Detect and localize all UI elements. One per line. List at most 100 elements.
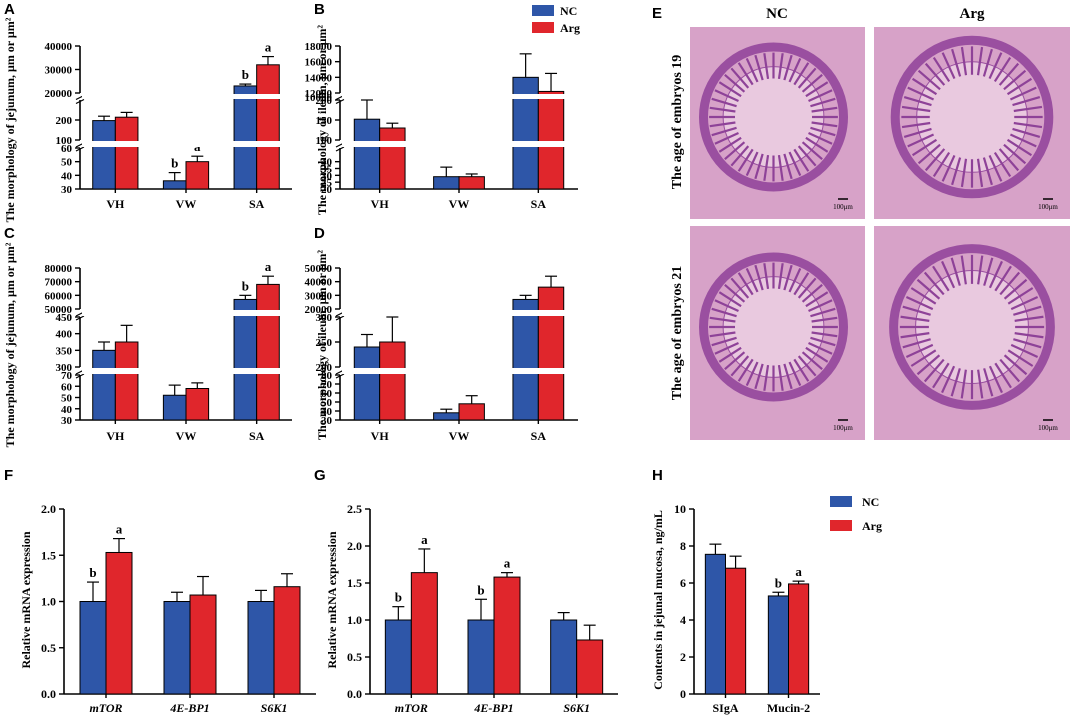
chart-a-axis-break — [75, 98, 85, 105]
chart-g-bar-nc — [550, 619, 578, 695]
chart-h-sig-letter: a — [795, 564, 802, 579]
villus — [900, 332, 930, 339]
villus — [793, 272, 810, 296]
chart-f-sig-letter: a — [116, 522, 123, 537]
chart-b-panel-label: B — [314, 1, 325, 18]
chart-g-xtick-label: S6K1 — [563, 701, 590, 715]
chart-a-axis-gap — [82, 141, 294, 147]
villus — [793, 62, 810, 86]
chart-d-ytick-label: 40 — [321, 406, 333, 418]
chart-h-ylabel: Contents in jejunal mucosa, ng/mL — [651, 510, 665, 690]
villus — [754, 54, 764, 81]
chart-d-ytick-label: 30 — [321, 415, 333, 427]
chart-h-ytick-label: 10 — [674, 502, 686, 516]
villus — [911, 77, 938, 96]
chart-d-ytick-label: 250 — [316, 337, 333, 349]
villus — [905, 343, 934, 358]
villus — [941, 154, 956, 182]
villus — [711, 97, 737, 108]
chart-f-xtick-label: S6K1 — [261, 701, 288, 715]
villus — [709, 316, 736, 323]
villus — [730, 277, 750, 299]
villus — [797, 355, 817, 377]
villus — [905, 296, 934, 311]
villus — [808, 89, 833, 103]
chart-c-bar-nc — [92, 349, 116, 421]
chart-b-ytick-label: 14000 — [305, 72, 333, 84]
villus — [724, 73, 746, 93]
chart-c-ytick-label: 80000 — [45, 263, 73, 275]
villus — [998, 62, 1020, 86]
villus — [951, 157, 962, 186]
villus — [924, 62, 946, 86]
chart-f-bar-nc — [247, 601, 275, 695]
chart-d-ytick-label: 30000 — [305, 290, 333, 302]
micrograph-tile-2: 100μm — [874, 27, 1070, 219]
villus — [811, 316, 838, 323]
chart-a-bar-nc — [92, 120, 116, 190]
chart-f-bar-nc — [79, 601, 107, 695]
villus — [805, 136, 829, 153]
chart-g-sig-letter: a — [421, 532, 428, 547]
chart-f-ytick-label: 1.0 — [41, 595, 56, 609]
chart-c-axis-gap — [82, 368, 294, 374]
intestine-wall — [699, 42, 848, 192]
chart-g-bar-arg — [410, 572, 438, 695]
chart-c-sig-letter: a — [265, 259, 272, 274]
villus — [932, 151, 951, 178]
chart-b-ytick-label-extra: 10000 — [305, 92, 333, 104]
legend-h: NC Arg — [830, 495, 882, 533]
chart-g-sig-letter: a — [504, 556, 511, 571]
villus — [811, 331, 838, 338]
micro-col-title-arg: Arg — [960, 6, 985, 22]
chart-b-ytick-label: 100 — [316, 135, 333, 147]
villus — [951, 48, 962, 77]
villus — [797, 277, 817, 299]
villus — [777, 364, 784, 391]
chart-h-ytick-label: 8 — [680, 539, 686, 553]
villus — [950, 257, 961, 286]
villus — [910, 287, 937, 305]
chart-a-bar-arg — [256, 64, 280, 190]
chart-a-ylabel: The morphology of jejunum, μm or μm² — [3, 17, 17, 222]
chart-c-ytick-label: 400 — [56, 329, 73, 341]
villus — [737, 148, 754, 172]
chart-f-ytick-label: 2.0 — [41, 502, 56, 516]
villus — [924, 148, 946, 172]
villus — [923, 271, 945, 296]
villus — [714, 299, 739, 313]
villus — [911, 138, 938, 157]
villus — [714, 131, 739, 145]
chart-f-xtick-label: 4E-BP1 — [169, 701, 209, 715]
villus — [810, 307, 836, 318]
villus — [805, 346, 829, 363]
villus — [960, 158, 968, 188]
villus — [1014, 315, 1044, 322]
chart-b: B The morphology of ileum, μm or μm²20253… — [305, 1, 580, 215]
villus — [793, 148, 810, 172]
villus — [993, 56, 1012, 83]
chart-h-sig-letter: b — [775, 575, 782, 590]
chart-c-ytick-label: 40 — [61, 404, 73, 416]
villus — [902, 305, 931, 316]
villus — [1009, 133, 1037, 148]
chart-c-ytick-label: 300 — [56, 362, 73, 374]
villus — [982, 157, 993, 186]
chart-d-ytick-label: 50 — [321, 397, 333, 409]
micrograph-tile-4: 100μm — [874, 226, 1070, 440]
chart-a-ytick-label: 30 — [61, 184, 73, 196]
villus — [999, 358, 1021, 383]
villus — [788, 151, 802, 177]
chart-c-bar-arg — [256, 283, 280, 421]
chart-g-sig-letter: b — [395, 590, 402, 605]
chart-c-ytick-label: 60000 — [45, 290, 73, 302]
villus — [960, 369, 967, 399]
intestine-lumen — [722, 276, 825, 378]
villus — [763, 364, 770, 391]
legend-top-arg-label: Arg — [560, 21, 580, 35]
micrograph-panel-e: E NC Arg The age of embryos 19 The age o… — [652, 5, 1070, 440]
chart-f-bar-arg — [105, 551, 133, 695]
villus — [808, 341, 833, 355]
